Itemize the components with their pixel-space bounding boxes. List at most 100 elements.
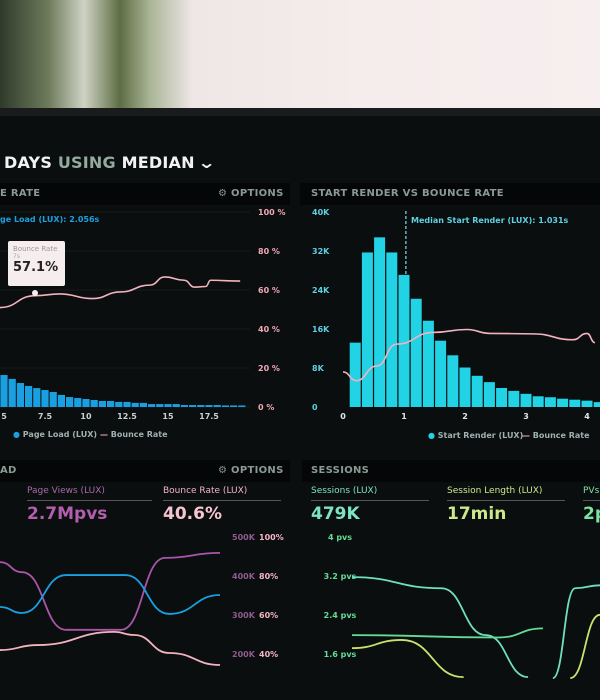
- page-load-bar: [82, 399, 90, 407]
- session-length-line: [569, 613, 600, 680]
- page-load-bar: [221, 405, 229, 407]
- page-load-bar: [49, 391, 57, 407]
- page-load-bar: [98, 400, 106, 407]
- y-tick-label-right: 60%: [259, 611, 278, 620]
- title-days: DAYS: [4, 153, 53, 172]
- panel1-options-button[interactable]: ⚙ OPTIONS: [218, 188, 284, 199]
- session-length-line: [351, 639, 464, 679]
- panel1-title: E RATE: [0, 188, 41, 199]
- gear-icon: ⚙: [218, 188, 232, 199]
- start-render-bar: [398, 274, 410, 407]
- page-load-bar: [148, 404, 156, 407]
- page-load-bar: [230, 405, 238, 407]
- y-tick-label: 3.2 pvs: [324, 572, 357, 581]
- y-tick-label-left: 300K: [232, 611, 256, 620]
- legend-label: Start Render (LUX): [437, 431, 524, 440]
- line-icon: —: [100, 430, 111, 439]
- metric-value: 2.7Mpvs: [27, 504, 108, 524]
- start-render-bar: [349, 342, 361, 407]
- page-load-bar: [123, 401, 131, 407]
- legend-bounce-rate[interactable]: — Bounce Rate: [100, 430, 168, 439]
- y-tick-label-right: 100%: [259, 533, 284, 542]
- page-load-bar: [16, 383, 24, 407]
- cursor-point: [32, 290, 38, 296]
- metric-value: 17min: [447, 504, 507, 524]
- y-tick-label: 24K: [312, 286, 330, 295]
- start-render-bar: [471, 375, 483, 407]
- pvs-line: [351, 627, 543, 639]
- y-tick-label: 40K: [312, 208, 330, 217]
- y-tick-label: 60 %: [258, 286, 280, 295]
- legend-page-load[interactable]: ● Page Load (LUX): [13, 430, 97, 439]
- page-load-bar: [8, 378, 16, 407]
- y-tick-label: 0 %: [258, 403, 274, 412]
- tooltip-x: 7s: [13, 253, 20, 260]
- page-load-bar: [156, 404, 164, 407]
- y-tick-label: 1.6 pvs: [324, 650, 357, 659]
- page-load-bar: [115, 401, 123, 407]
- y-tick-label-right: 40%: [259, 650, 278, 659]
- panel3-options-button[interactable]: ⚙ OPTIONS: [218, 465, 284, 476]
- start-render-bar: [496, 387, 508, 407]
- start-render-bar: [422, 320, 434, 407]
- x-tick-label: 12.5: [117, 412, 137, 421]
- page-load-bar: [57, 394, 65, 407]
- page-load-bar: [205, 405, 213, 407]
- start-render-bar: [459, 367, 471, 407]
- chevron-down-icon[interactable]: ⌄: [197, 153, 217, 172]
- start-render-bar: [447, 355, 459, 407]
- page-load-bar: [197, 405, 205, 407]
- page-load-annotation: ge Load (LUX): 2.056s: [0, 215, 100, 224]
- x-tick-label: 3: [523, 412, 529, 421]
- metric-sessions: Sessions (LUX) 479K: [311, 486, 429, 524]
- tooltip-value: 57.1%: [13, 260, 59, 275]
- start-render-bar: [520, 393, 532, 407]
- start-render-bar: [410, 298, 422, 407]
- options-label: OPTIONS: [231, 465, 284, 476]
- y-tick-label-right: 80%: [259, 572, 278, 581]
- metric-bounce-rate: Bounce Rate (LUX) 40.6%: [163, 486, 281, 524]
- y-tick-label: 32K: [312, 247, 330, 256]
- legend-bounce-rate-2[interactable]: — Bounce Rate: [522, 431, 590, 440]
- start-render-bar: [386, 252, 398, 407]
- start-render-bar: [361, 252, 373, 407]
- y-tick-label-left: 500K: [232, 533, 256, 542]
- start-render-bar: [508, 390, 520, 407]
- legend-start-render[interactable]: ● Start Render (LUX): [428, 431, 523, 440]
- dot-icon: ●: [13, 430, 23, 439]
- tooltip-label: Bounce Rate: [13, 245, 58, 253]
- metric-label: Page Views (LUX): [27, 486, 152, 501]
- start-render-bar: [374, 237, 386, 407]
- panel3-header: [0, 460, 290, 482]
- metric-label: Sessions (LUX): [311, 486, 429, 501]
- page-load-bar: [33, 388, 41, 407]
- page-load-bar: [238, 405, 246, 407]
- title-median: MEDIAN: [121, 153, 195, 172]
- x-tick-label: 0: [340, 412, 346, 421]
- legend-label: Bounce Rate: [110, 430, 168, 439]
- line-icon: —: [522, 431, 533, 440]
- x-tick-label: 7.5: [38, 412, 53, 421]
- y-tick-label-left: 400K: [232, 572, 256, 581]
- page-load-bar: [0, 375, 8, 407]
- x-tick-label: 2: [462, 412, 468, 421]
- panel3-title: AD: [0, 465, 17, 476]
- x-tick-label: 15: [162, 412, 174, 421]
- panel1-header: [0, 183, 290, 205]
- x-tick-label: 5: [1, 412, 7, 421]
- page-load-bar: [164, 404, 172, 407]
- y-tick-label: 4 pvs: [328, 533, 352, 542]
- y-tick-label: 2.4 pvs: [324, 611, 357, 620]
- dot-icon: ●: [428, 431, 438, 440]
- metric-session-length: Session Length (LUX) 17min: [447, 486, 565, 524]
- page-title[interactable]: DAYS USING MEDIAN ⌄: [4, 153, 217, 172]
- title-using: USING: [57, 153, 116, 172]
- metric-page-views: Page Views (LUX) 2.7Mpvs: [27, 486, 152, 524]
- start-render-bar: [435, 340, 447, 407]
- monitor-bezel: [0, 108, 600, 116]
- x-tick-label: 17.5: [199, 412, 219, 421]
- page-load-bar: [131, 402, 139, 407]
- page-load-bar: [25, 385, 33, 407]
- metric-label: Session Length (LUX): [447, 486, 565, 501]
